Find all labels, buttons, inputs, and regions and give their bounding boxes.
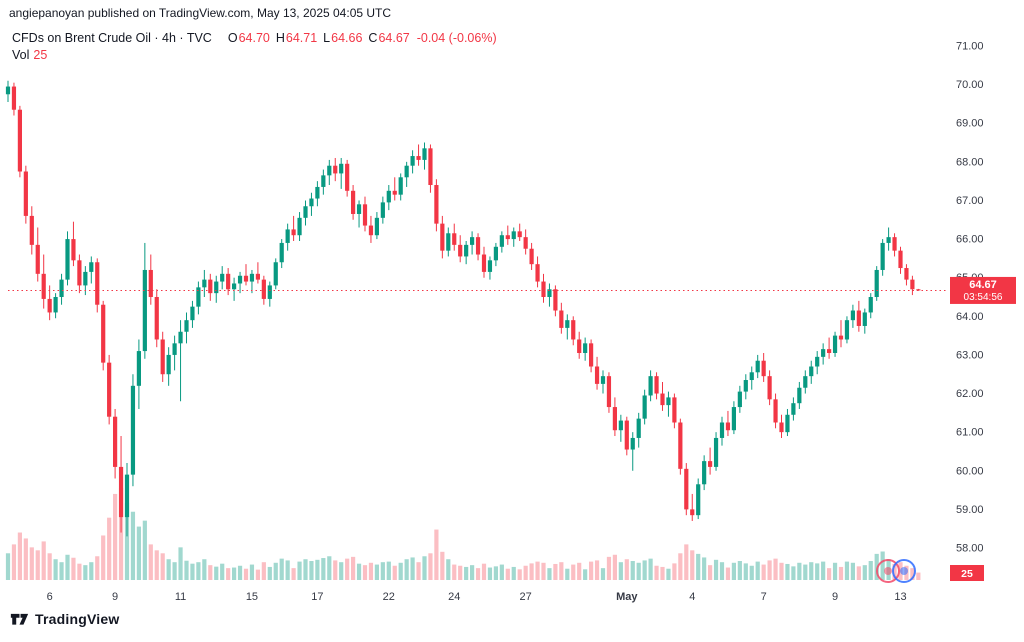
change-value: -0.04 (-0.06%) [416,31,497,45]
svg-text:62.00: 62.00 [956,388,984,400]
svg-text:17: 17 [311,591,323,603]
svg-text:9: 9 [832,591,838,603]
time-axis[interactable]: 6 9 11 15 17 22 24 27 May 4 7 9 13 [47,591,907,603]
svg-text:4: 4 [689,591,695,603]
svg-text:25: 25 [961,568,973,580]
svg-text:61.00: 61.00 [956,427,984,439]
svg-text:69.00: 69.00 [956,118,984,130]
tradingview-logo-icon [10,613,29,625]
volume-axis-label: 25 [950,565,984,581]
watermark-icon [876,559,916,583]
svg-text:15: 15 [246,591,258,603]
svg-text:67.00: 67.00 [956,195,984,207]
svg-text:13: 13 [894,591,906,603]
svg-text:59.00: 59.00 [956,504,984,516]
svg-text:66.00: 66.00 [956,234,984,246]
ohlc-high-value: 64.71 [285,31,318,45]
svg-text:64.00: 64.00 [956,311,984,323]
candles-series [5,80,921,537]
ohlc-close-label: C [368,31,378,45]
svg-text:27: 27 [520,591,532,603]
price-axis[interactable]: 71.0070.0069.0068.0067.0066.0065.0064.00… [956,41,984,555]
svg-text:May: May [616,591,638,603]
svg-text:11: 11 [175,591,186,603]
tradingview-brand-text: TradingView [35,611,120,627]
svg-text:03:54:56: 03:54:56 [964,292,1003,303]
volume-legend-value: 25 [33,48,48,62]
ohlc-open-label: O [227,31,238,45]
svg-text:63.00: 63.00 [956,349,984,361]
volume-legend-label[interactable]: Vol [12,48,30,62]
tradingview-footer[interactable]: TradingView [10,610,119,628]
ohlc-close-value: 64.67 [378,31,410,45]
svg-text:60.00: 60.00 [956,465,984,477]
ohlc-high-label: H [275,31,285,45]
svg-text:24: 24 [448,591,460,603]
svg-text:22: 22 [383,591,395,603]
volume-legend: Vol 25 [12,48,47,62]
symbol-title[interactable]: CFDs on Brent Crude Oil · 4h · TVC [12,31,212,45]
ohlc-open-value: 64.70 [238,31,270,45]
svg-text:64.67: 64.67 [969,279,997,291]
svg-text:71.00: 71.00 [956,41,984,53]
svg-text:68.00: 68.00 [956,156,984,168]
svg-text:9: 9 [112,591,118,603]
symbol-legend: CFDs on Brent Crude Oil · 4h · TVC O64.70… [12,31,497,45]
svg-text:70.00: 70.00 [956,79,984,91]
svg-text:58.00: 58.00 [956,543,984,555]
attribution-text: angiepanoyan published on TradingView.co… [9,6,392,20]
ohlc-low-value: 64.66 [331,31,363,45]
svg-text:7: 7 [761,591,767,603]
ohlc-low-label: L [323,31,331,45]
svg-text:6: 6 [47,591,53,603]
volume-pane [5,488,921,580]
